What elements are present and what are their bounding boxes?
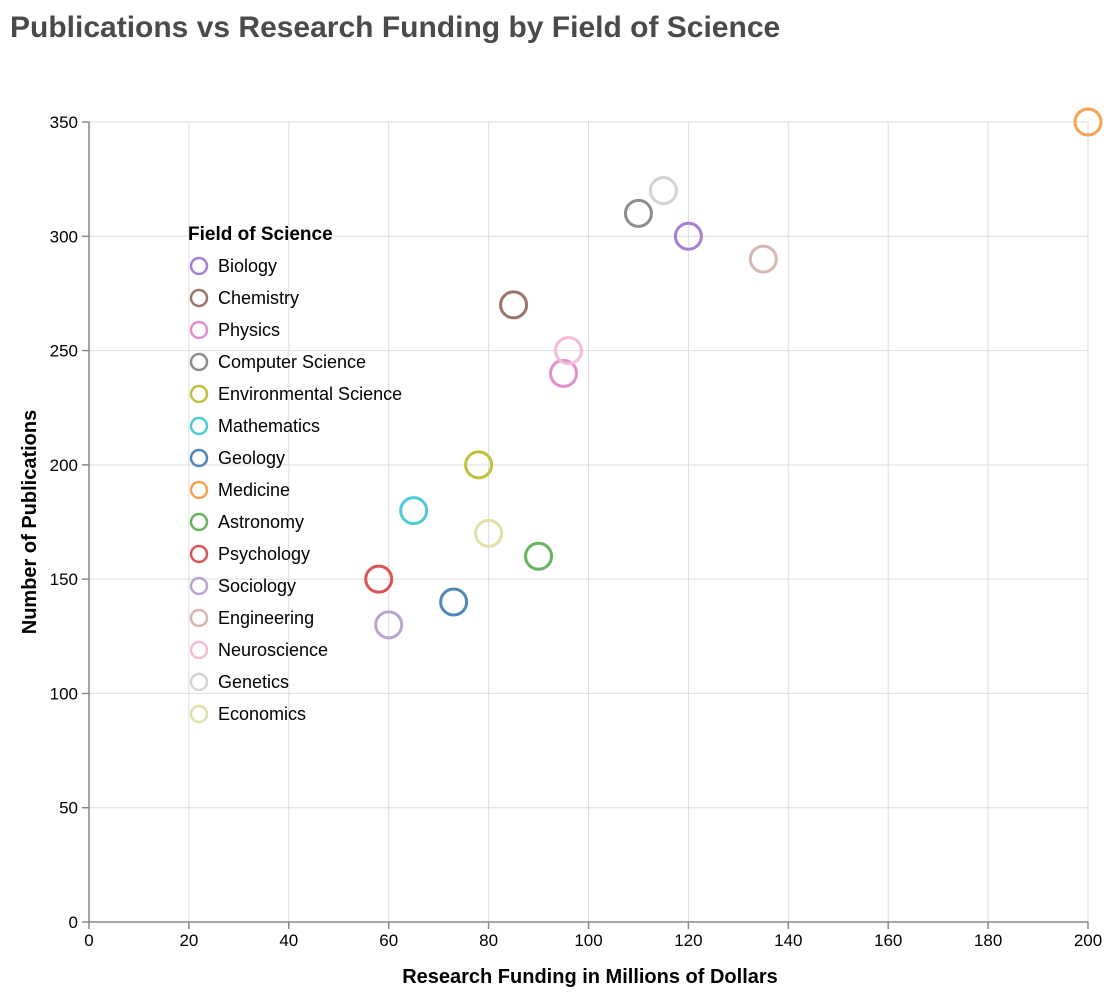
legend: Field of Science Biology Chemistry Physics… — [188, 224, 402, 724]
point-medicine[interactable] — [1073, 107, 1103, 137]
point-neuroscience[interactable] — [554, 336, 584, 366]
axes-layer: 0 20 40 60 80 100 120 140 160 180 200 0 50 100 150 200 2… — [50, 113, 1103, 950]
legend-symbol-biology — [189, 256, 209, 276]
legend-label-neuroscience: Neuroscience — [218, 640, 328, 660]
x-tick-label: 80 — [479, 931, 498, 950]
legend-symbol-economics — [189, 704, 209, 724]
y-tick-label: 0 — [69, 913, 78, 932]
x-tick-label: 160 — [874, 931, 902, 950]
y-tick-label: 250 — [50, 342, 78, 361]
legend-label-mathematics: Mathematics — [218, 416, 320, 436]
y-tick-label: 100 — [50, 684, 78, 703]
legend-symbol-sociology — [189, 576, 209, 596]
x-tick-label: 100 — [574, 931, 602, 950]
legend-symbol-neuroscience — [189, 640, 209, 660]
legend-symbol-astronomy — [189, 512, 209, 532]
y-tick-label: 300 — [50, 227, 78, 246]
legend-label-biology: Biology — [218, 256, 277, 276]
x-tick-label: 140 — [774, 931, 802, 950]
legend-label-computer-science: Computer Science — [218, 352, 366, 372]
point-geology[interactable] — [439, 587, 469, 617]
point-economics[interactable] — [474, 518, 504, 548]
grid-layer — [89, 121, 1089, 922]
legend-label-geology: Geology — [218, 448, 285, 468]
x-tick-label: 180 — [974, 931, 1002, 950]
legend-symbol-engineering — [189, 608, 209, 628]
point-biology[interactable] — [673, 221, 703, 251]
chart-title: Publications vs Research Funding by Fiel… — [10, 11, 780, 44]
legend-title: Field of Science — [188, 224, 333, 245]
point-genetics[interactable] — [648, 176, 678, 206]
x-tick-label: 0 — [84, 931, 93, 950]
point-computer-science[interactable] — [623, 198, 653, 228]
point-astronomy[interactable] — [524, 541, 554, 571]
point-chemistry[interactable] — [499, 290, 529, 320]
legend-symbol-psychology — [189, 544, 209, 564]
x-tick-label: 60 — [379, 931, 398, 950]
points-layer — [364, 107, 1103, 640]
x-tick-label: 20 — [179, 931, 198, 950]
x-tick-label: 40 — [279, 931, 298, 950]
legend-label-economics: Economics — [218, 704, 306, 724]
x-tick-label: 200 — [1074, 931, 1102, 950]
legend-symbol-chemistry — [189, 288, 209, 308]
legend-label-sociology: Sociology — [218, 576, 296, 596]
legend-symbol-environmental-science — [189, 384, 209, 404]
legend-label-psychology: Psychology — [218, 544, 310, 564]
legend-label-genetics: Genetics — [218, 672, 289, 692]
legend-symbol-physics — [189, 320, 209, 340]
legend-symbol-genetics — [189, 672, 209, 692]
legend-label-astronomy: Astronomy — [218, 512, 304, 532]
point-physics[interactable] — [549, 358, 579, 388]
x-axis-title: Research Funding in Millions of Dollars — [402, 966, 778, 988]
legend-symbol-mathematics — [189, 416, 209, 436]
legend-label-physics: Physics — [218, 320, 280, 340]
legend-label-chemistry: Chemistry — [218, 288, 299, 308]
legend-label-medicine: Medicine — [218, 480, 290, 500]
legend-symbol-computer-science — [189, 352, 209, 372]
point-psychology[interactable] — [364, 564, 394, 594]
y-axis-title: Number of Publications — [19, 410, 41, 634]
legend-symbol-geology — [189, 448, 209, 468]
point-sociology[interactable] — [374, 610, 404, 640]
y-tick-label: 150 — [50, 570, 78, 589]
y-tick-label: 350 — [50, 113, 78, 132]
y-tick-label: 50 — [59, 799, 78, 818]
y-tick-label: 200 — [50, 456, 78, 475]
point-environmental-science[interactable] — [464, 450, 494, 480]
legend-symbol-medicine — [189, 480, 209, 500]
legend-label-engineering: Engineering — [218, 608, 314, 628]
x-tick-label: 120 — [674, 931, 702, 950]
point-mathematics[interactable] — [399, 496, 429, 526]
legend-label-environmental-science: Environmental Science — [218, 384, 402, 404]
point-engineering[interactable] — [748, 244, 778, 274]
